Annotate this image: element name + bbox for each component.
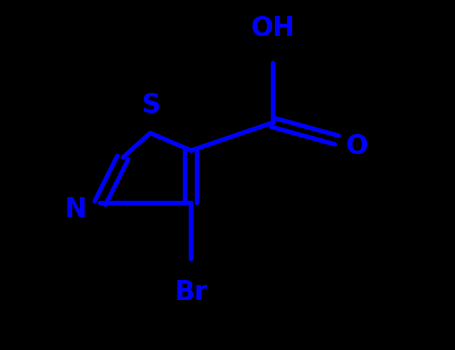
Text: N: N [65, 197, 86, 223]
Text: Br: Br [175, 280, 207, 306]
Text: OH: OH [251, 16, 295, 42]
Text: O: O [346, 134, 368, 160]
Text: S: S [141, 93, 160, 119]
